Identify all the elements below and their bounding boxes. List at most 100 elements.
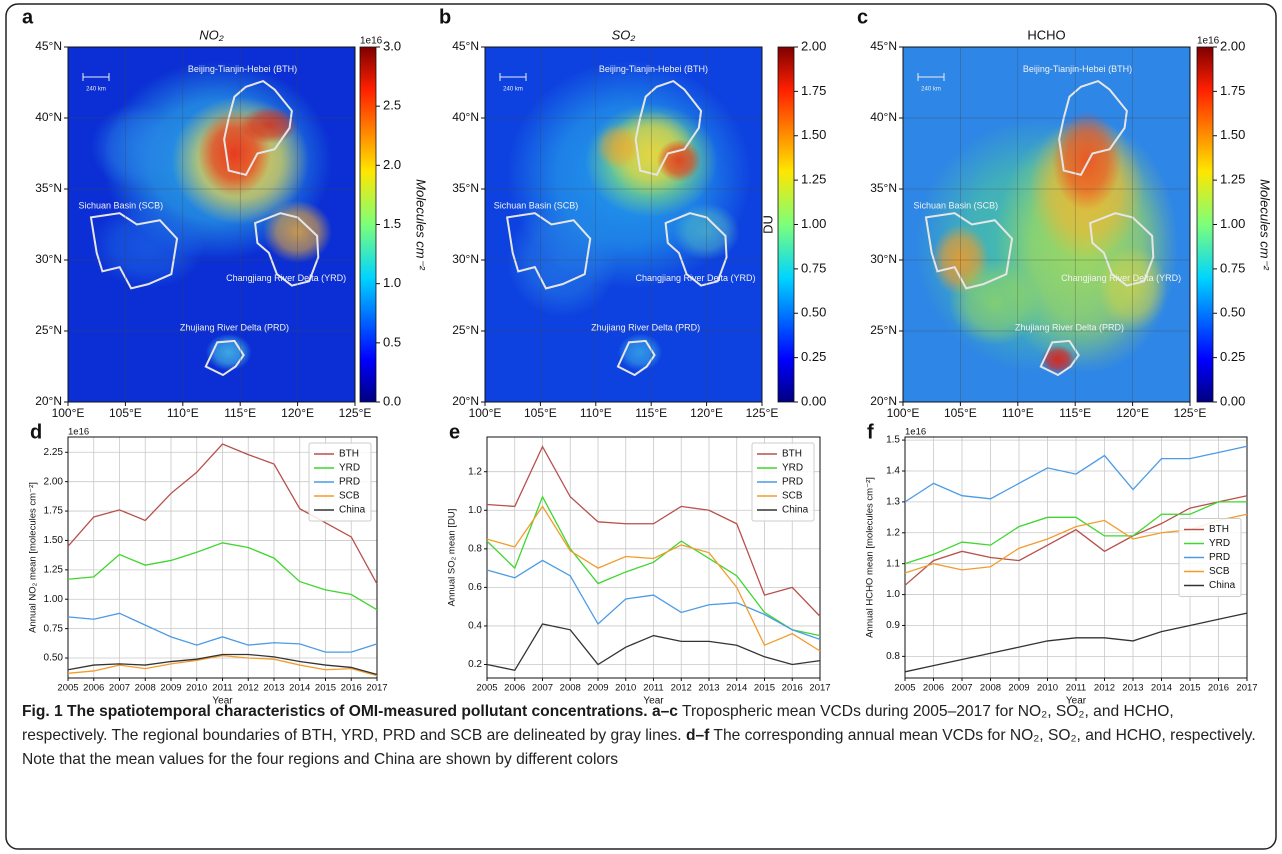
y-tick-label: 0.50 [44,653,64,664]
legend-label: BTH [339,449,359,460]
caption-part: a–c [651,703,678,720]
colorbar-label: DU [760,215,775,234]
concentration-field [240,106,298,144]
y-tick-label: 1.00 [44,594,64,605]
scale-label: 240 km [921,87,941,93]
x-tick-label: 2011 [1066,683,1086,694]
concentration-field [595,123,641,170]
y-tick-label: 20°N [870,394,897,408]
x-axis-label: Year [1066,696,1087,707]
data-line [904,445,1248,503]
x-tick-label: 2017 [366,683,387,694]
colorbar-tick-label: 0.50 [1220,305,1245,320]
region-label: Zhujiang River Delta (PRD) [591,323,700,333]
y-tick-label: 1.75 [44,506,64,517]
x-tick-label: 125°E [746,406,779,420]
x-tick-label: 2017 [809,683,830,694]
x-tick-label: 115°E [1059,406,1091,420]
x-tick-label: 2011 [212,683,232,694]
x-tick-label: 2005 [476,683,497,694]
colorbar-tick-label: 1.75 [1220,83,1245,98]
legend-label: SCB [782,491,803,502]
figure-frame [5,3,1277,850]
y-tick-label: 45°N [452,39,479,53]
x-tick-label: 2011 [643,683,663,694]
x-tick-label: 2009 [1008,683,1029,694]
legend-label: YRD [782,463,803,474]
colorbar-offset: 1e16 [360,36,383,47]
data-line [486,623,821,672]
map-panel [485,47,762,402]
map-frame [484,46,763,403]
colorbar-tick-label: 0.25 [801,349,826,364]
y-tick-label: 30°N [870,252,897,266]
region-label: Beijing-Tianjin-Hebei (BTH) [599,64,708,74]
data-line [67,612,378,653]
plot-frame [67,436,378,679]
x-tick-label: 2016 [341,683,362,694]
region-boundary [1039,339,1080,377]
data-line [67,443,378,585]
colorbar-tick-label: 0.00 [801,393,826,408]
colorbar-label: Molecules cm⁻² [414,179,429,270]
y-tick-label: 35°N [35,181,62,195]
panel-letter: b [439,6,451,28]
data-line [67,542,378,611]
x-tick-label: 105°E [109,406,142,420]
y-tick-label: 35°N [870,181,897,195]
scale-bar [499,73,527,81]
x-tick-label: 2009 [160,683,181,694]
y-tick-label: 20°N [35,394,62,408]
region-label: Beijing-Tianjin-Hebei (BTH) [1023,64,1132,74]
y-tick-label: 1.0 [886,589,900,600]
legend-label: PRD [339,477,360,488]
caption-title: Fig. 1 The spatiotemporal characteristic… [22,703,648,720]
map-frame [902,46,1191,403]
y-tick-label: 25°N [452,323,479,337]
x-tick-label: 105°E [944,406,977,420]
x-tick-label: 100°E [469,406,502,420]
legend-label: China [782,505,809,516]
x-tick-label: 2015 [754,683,775,694]
colorbar-label: Molecules cm⁻² [1258,179,1273,270]
panel-letter: c [857,6,868,28]
legend-label: BTH [1209,524,1229,535]
x-axis-label: Year [643,696,664,707]
x-tick-label: 120°E [281,406,314,420]
region-label: Changjiang River Delta (YRD) [1061,273,1181,283]
caption-part: d–f [685,727,710,744]
data-line [486,495,821,637]
x-tick-label: 2006 [504,683,525,694]
x-tick-label: 2017 [1236,683,1257,694]
caption: Fig. 1 The spatiotemporal characteristic… [22,700,1262,772]
y-tick-label: 0.6 [468,582,482,593]
y-tick-label: 0.2 [468,659,482,670]
colorbar-tick-label: 1.0 [383,275,401,290]
y-tick-label: 20°N [452,394,479,408]
panel-letter: a [22,6,34,28]
x-tick-label: 2012 [1094,683,1115,694]
x-tick-label: 125°E [339,406,372,420]
y-tick-label: 45°N [35,39,62,53]
legend-label: PRD [782,477,803,488]
colorbar [359,46,377,403]
legend-label: YRD [1209,538,1230,549]
x-tick-label: 100°E [52,406,85,420]
legend-label: YRD [339,463,360,474]
legend-label: BTH [782,449,802,460]
x-tick-label: 2008 [560,683,581,694]
x-tick-label: 105°E [524,406,557,420]
colorbar-tick-label: 0.00 [1220,393,1245,408]
concentration-field [1052,110,1122,211]
x-tick-label: 2013 [1122,683,1143,694]
x-tick-label: 2012 [671,683,692,694]
colorbar-tick-label: 0.75 [801,260,826,275]
legend-label: PRD [1209,552,1230,563]
y-tick-label: 1.0 [468,505,482,516]
colorbar-tick-label: 0.5 [383,334,401,349]
data-line [904,501,1247,565]
colorbar-tick-label: 0.50 [801,305,826,320]
region-boundary [89,212,179,290]
region-label: Sichuan Basin (SCB) [494,200,579,210]
colorbar-tick-label: 1.25 [801,172,826,187]
